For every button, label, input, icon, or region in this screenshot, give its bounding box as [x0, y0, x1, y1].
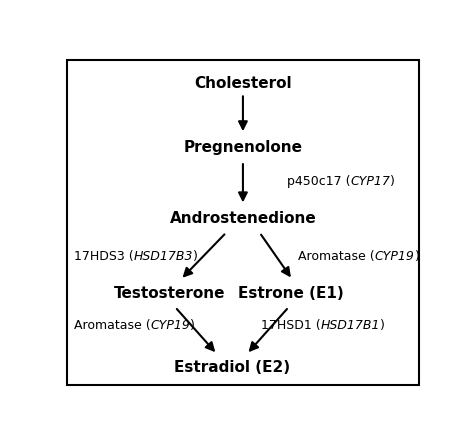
Text: Estradiol (E2): Estradiol (E2): [174, 360, 290, 375]
Text: 17HDS3 (: 17HDS3 (: [74, 249, 134, 263]
Text: CYP19: CYP19: [374, 249, 415, 263]
Text: Estrone (E1): Estrone (E1): [238, 286, 344, 301]
Text: HSD17B3: HSD17B3: [134, 249, 193, 263]
Text: Pregnenolone: Pregnenolone: [183, 140, 302, 155]
Text: p450c17 (: p450c17 (: [287, 175, 350, 188]
Text: ): ): [191, 319, 195, 332]
Text: ): ): [415, 249, 419, 263]
Text: HSD17B1: HSD17B1: [321, 319, 381, 332]
Text: Aromatase (: Aromatase (: [298, 249, 374, 263]
Text: ): ): [391, 175, 395, 188]
Text: ): ): [193, 249, 198, 263]
Text: Cholesterol: Cholesterol: [194, 76, 292, 91]
Text: Testosterone: Testosterone: [114, 286, 225, 301]
Text: 17HSD1 (: 17HSD1 (: [261, 319, 321, 332]
Text: Androstenedione: Androstenedione: [170, 211, 316, 226]
Text: CYP17: CYP17: [350, 175, 391, 188]
Text: ): ): [381, 319, 385, 332]
Text: CYP19: CYP19: [151, 319, 191, 332]
Text: Aromatase (: Aromatase (: [74, 319, 151, 332]
